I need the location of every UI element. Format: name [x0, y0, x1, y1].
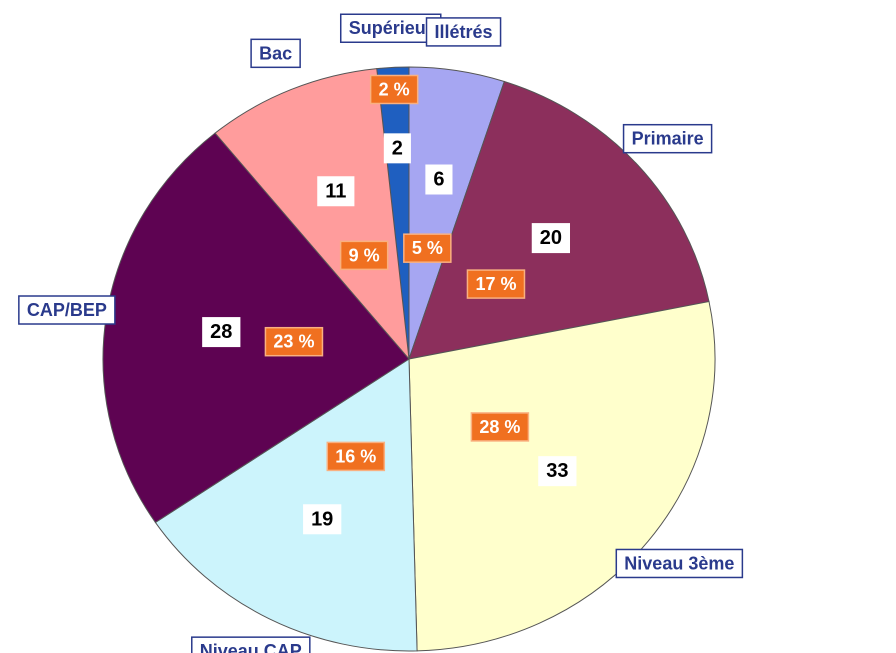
count-label-box: [202, 317, 241, 348]
percent-label: 5 %: [412, 238, 443, 258]
category-label-group: Niveau 3ème: [615, 548, 744, 579]
percent-label-box: [264, 326, 324, 357]
percent-label-group: 17 %: [466, 269, 526, 299]
percent-label-box: [470, 412, 530, 442]
percent-label: 2 %: [379, 79, 410, 99]
percent-label-box: [326, 441, 386, 472]
category-label: Primaire: [632, 129, 704, 149]
category-label-group: Supérieur: [339, 13, 442, 43]
category-label: Bac: [259, 43, 292, 63]
count-label-group: 6: [425, 164, 453, 195]
category-label: Niveau CAP: [200, 641, 302, 653]
count-label-box: [538, 456, 577, 487]
count-label: 11: [325, 180, 346, 202]
category-label-box: [250, 38, 301, 69]
percent-label-group: 5 %: [403, 233, 452, 263]
category-label: Niveau 3ème: [624, 553, 734, 573]
category-label-box: [339, 13, 442, 43]
count-label-box: [383, 133, 411, 164]
category-label-group: Primaire: [622, 123, 713, 154]
count-label: 2: [392, 137, 403, 159]
category-label: Illétrés: [435, 22, 493, 42]
percent-label-box: [466, 269, 526, 299]
percent-label: 16 %: [335, 446, 376, 466]
category-label-box: [18, 295, 116, 325]
category-label: CAP/BEP: [27, 300, 107, 320]
percent-label-group: 16 %: [326, 441, 386, 472]
percent-label-box: [369, 74, 419, 105]
percent-label-group: 23 %: [264, 326, 324, 357]
percent-label: 28 %: [479, 417, 520, 437]
percent-label-box: [339, 240, 389, 271]
count-label: 6: [433, 169, 444, 191]
category-label-box: [615, 548, 744, 579]
category-label: Supérieur: [349, 18, 433, 38]
percent-label-box: [403, 233, 452, 263]
count-label: 19: [311, 508, 333, 530]
count-label-group: 2: [383, 133, 411, 164]
category-label-group: Illétrés: [425, 17, 502, 47]
count-label-box: [425, 164, 453, 195]
count-label-box: [317, 176, 355, 207]
percent-label: 9 %: [349, 245, 380, 265]
count-label-group: 11: [317, 176, 355, 207]
count-label: 33: [546, 460, 568, 482]
category-label-group: Niveau CAP: [191, 636, 311, 653]
percent-label-group: 2 %: [369, 74, 419, 105]
count-label-group: 19: [303, 504, 342, 535]
category-label-group: CAP/BEP: [18, 295, 116, 325]
pie-slice: [154, 358, 418, 652]
percent-label: 17 %: [475, 274, 516, 294]
count-label-group: 28: [202, 317, 241, 348]
percent-label-group: 9 %: [339, 240, 389, 271]
category-label-box: [622, 123, 713, 154]
category-label-group: Bac: [250, 38, 301, 69]
count-label-box: [531, 223, 571, 254]
count-label: 20: [540, 227, 562, 249]
category-label-box: [191, 636, 311, 653]
count-label-group: 20: [531, 223, 571, 254]
count-label-box: [303, 504, 342, 535]
pie-slice: [214, 68, 410, 361]
count-label-group: 33: [538, 456, 577, 487]
count-label: 28: [210, 321, 232, 343]
percent-label: 23 %: [273, 332, 314, 352]
category-label-box: [425, 17, 502, 47]
percent-label-group: 28 %: [470, 412, 530, 442]
